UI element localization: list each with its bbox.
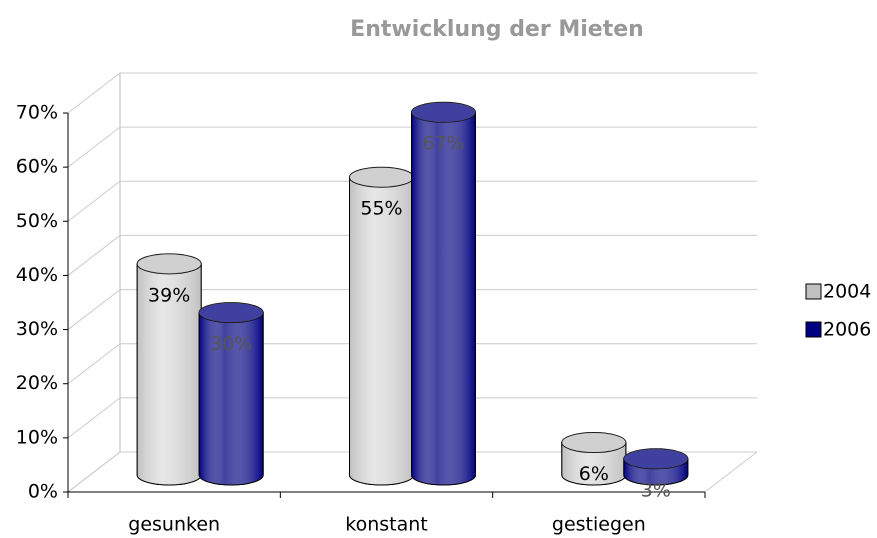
- y-tick-label: 50%: [16, 210, 58, 232]
- legend-swatch: [805, 321, 822, 338]
- legend-swatch: [805, 283, 822, 300]
- legend-label: 2006: [823, 319, 871, 341]
- y-tick-label: 30%: [16, 318, 58, 340]
- value-label: 30%: [210, 333, 252, 355]
- chart-title: Entwicklung der Mieten: [350, 17, 644, 42]
- grid-line: [67, 343, 757, 385]
- floor-edge: [704, 451, 758, 493]
- grid-line: [67, 397, 757, 439]
- legend-label: 2004: [823, 281, 871, 303]
- bar-shade: [349, 176, 414, 486]
- grid-line: [67, 72, 757, 114]
- x-tick-label: gestiegen: [552, 514, 646, 536]
- bar-top-shade: [623, 448, 688, 469]
- bar-top: [198, 302, 264, 324]
- x-tick-label: konstant: [345, 514, 427, 536]
- value-label: 3%: [641, 479, 671, 501]
- bar-top: [411, 101, 476, 123]
- x-tick-label: gesunken: [128, 514, 220, 536]
- bar-top: [623, 448, 689, 470]
- grid-line: [67, 234, 757, 276]
- grid-line: [67, 126, 757, 168]
- bar-top-shade: [411, 102, 476, 123]
- grid-line: [67, 180, 757, 222]
- bar-shade: [411, 111, 476, 486]
- y-tick-label: 70%: [16, 102, 58, 124]
- bar-top-shade: [349, 167, 414, 188]
- bar-top-shade: [561, 432, 626, 453]
- bar-top: [136, 253, 202, 275]
- bar-top-shade: [137, 253, 202, 274]
- bar-shade: [198, 312, 264, 486]
- grid-line: [67, 451, 757, 493]
- bar-top-shade: [199, 302, 264, 323]
- value-label: 6%: [579, 463, 609, 485]
- bar-top: [561, 432, 627, 454]
- y-tick-label: 20%: [16, 372, 58, 394]
- value-label: 55%: [360, 198, 402, 220]
- y-tick-label: 40%: [16, 264, 58, 286]
- value-label: 39%: [148, 284, 190, 306]
- y-tick-label: 10%: [16, 426, 58, 448]
- value-label: 67%: [422, 133, 464, 155]
- y-tick-label: 60%: [16, 156, 58, 178]
- y-tick-label: 0%: [28, 481, 58, 503]
- grid-line: [67, 289, 757, 330]
